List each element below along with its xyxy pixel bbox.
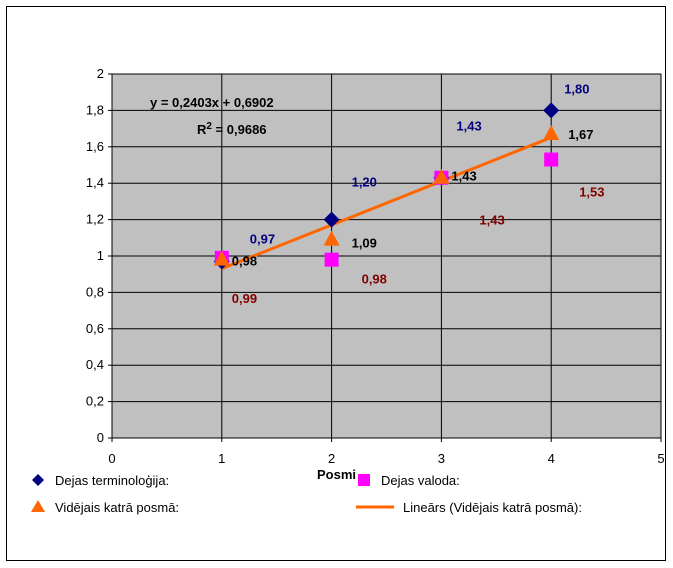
diamond-marker <box>323 211 340 228</box>
legend-square-marker <box>358 474 370 486</box>
diamond-marker <box>543 102 560 119</box>
y-tick-label: 1,2 <box>86 212 104 227</box>
r2-sup: 2 <box>206 121 212 132</box>
data-label: 1,43 <box>479 213 504 228</box>
trendline-group <box>221 136 552 271</box>
data-label: 1,43 <box>456 119 481 134</box>
y-tick-label: 0,6 <box>86 321 104 336</box>
x-tick-label: 1 <box>218 451 225 466</box>
x-tick-label: 3 <box>438 451 445 466</box>
triangle-marker <box>543 125 560 141</box>
x-tick-label: 2 <box>328 451 335 466</box>
data-label: 0,98 <box>232 254 257 269</box>
legend-item: Vidējais katrā posmā: <box>31 500 179 515</box>
x-tick-label: 4 <box>548 451 555 466</box>
legend-item: Dejas terminoloģija: <box>32 473 169 488</box>
y-tick-label: 0,4 <box>86 357 104 372</box>
legend-label: Vidējais katrā posmā: <box>55 500 179 515</box>
y-tick-label: 1,8 <box>86 102 104 117</box>
legend-diamond-marker <box>32 474 44 486</box>
r2-label: R <box>197 122 207 137</box>
legend: Dejas terminoloģija: Dejas valoda: Vidējai… <box>31 473 582 515</box>
data-label: 1,20 <box>352 175 377 190</box>
square-marker <box>544 152 559 167</box>
triangle-marker <box>433 168 450 184</box>
x-tick-label: 0 <box>108 451 115 466</box>
triangle-marker <box>213 250 230 266</box>
data-marks <box>213 102 560 270</box>
triangle-marker <box>323 230 340 246</box>
legend-item: Dejas valoda: <box>358 473 460 488</box>
data-label: 1,67 <box>568 127 593 142</box>
legend-label: Dejas terminoloģija: <box>55 473 169 488</box>
square-marker <box>324 252 339 267</box>
y-tick-label: 2 <box>97 66 104 81</box>
tick-labels: 0 0,2 0,4 0,6 0,8 1 1,2 1,4 1,6 1,8 2 0 1 2 3 4 5 <box>86 66 665 466</box>
data-label: 1,80 <box>564 81 589 96</box>
x-axis-title: Posmi <box>317 467 356 482</box>
y-tick-label: 0,8 <box>86 284 104 299</box>
data-labels: 0,97 1,20 1,43 1,80 0,99 0,98 1,43 1,53 0,98 1,09… <box>232 81 605 305</box>
legend-item: Lineārs (Vidējais katrā posmā): <box>356 500 582 515</box>
data-label: 1,53 <box>579 185 604 200</box>
y-tick-label: 1,6 <box>86 139 104 154</box>
data-label: 0,97 <box>250 231 275 246</box>
legend-triangle-marker <box>31 500 45 512</box>
data-label: 1,09 <box>352 236 377 251</box>
axes <box>108 73 662 442</box>
legend-label: Lineārs (Vidējais katrā posmā): <box>403 500 582 515</box>
legend-label: Dejas valoda: <box>381 473 460 488</box>
data-label: 0,98 <box>362 272 387 287</box>
y-tick-label: 1,4 <box>86 175 104 190</box>
data-label: 1,43 <box>451 169 476 184</box>
trendline <box>221 136 552 271</box>
x-tick-label: 5 <box>657 451 664 466</box>
trend-equation: y = 0,2403x + 0,6902 <box>150 95 274 110</box>
y-tick-label: 1 <box>97 248 104 263</box>
y-tick-label: 0,2 <box>86 394 104 409</box>
trend-r-squared: R2 = 0,9686 <box>197 121 267 137</box>
y-tick-label: 0 <box>97 430 104 445</box>
r2-value: = 0,9686 <box>212 122 267 137</box>
data-label: 0,99 <box>232 291 257 306</box>
